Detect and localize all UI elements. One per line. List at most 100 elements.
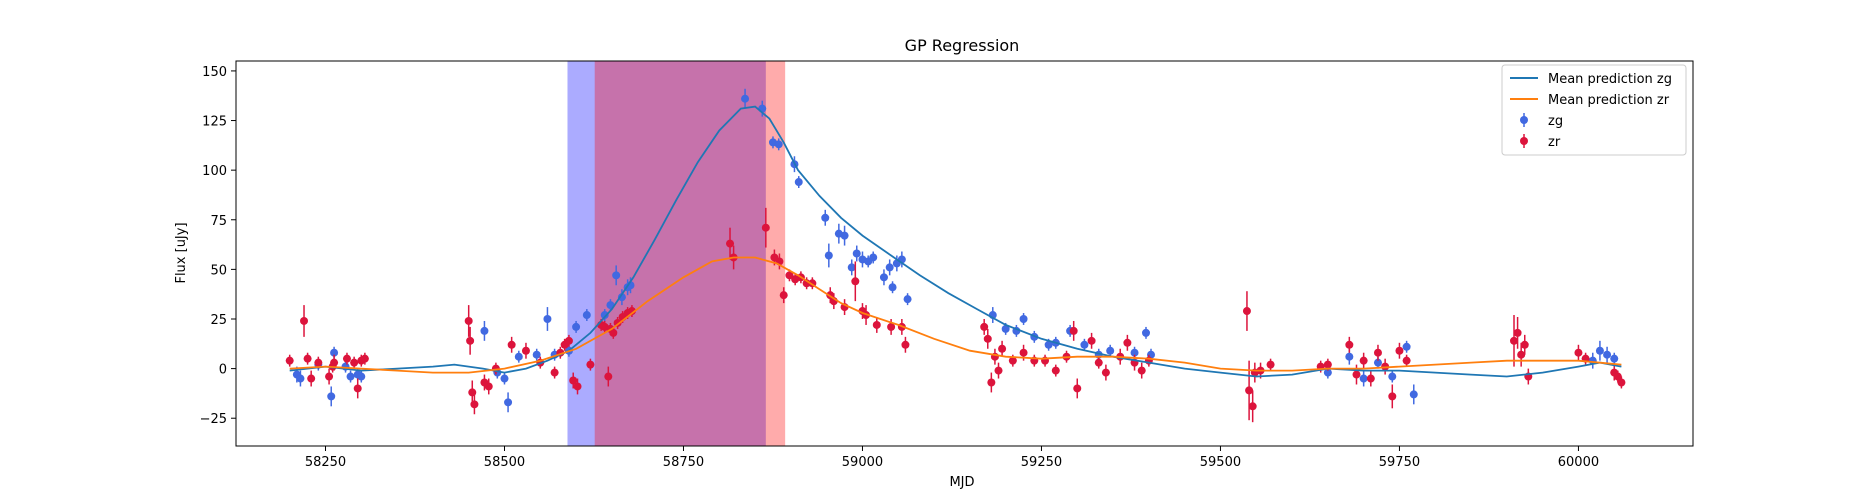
legend-label: Mean prediction zg <box>1548 72 1672 87</box>
data-point <box>1019 348 1028 357</box>
data-point <box>303 354 312 363</box>
data-point <box>1373 358 1382 367</box>
data-point <box>1245 386 1254 395</box>
legend: Mean prediction zg Mean prediction zr zg zr <box>1501 64 1687 156</box>
x-tick-label: 58250 <box>305 455 346 470</box>
legend-item: zr <box>1520 134 1561 150</box>
data-point <box>1595 346 1604 355</box>
data-point <box>887 322 896 331</box>
data-point <box>852 249 861 258</box>
data-point <box>330 358 339 367</box>
data-point <box>1248 402 1257 411</box>
data-point <box>1087 336 1096 345</box>
data-point <box>1130 348 1139 357</box>
data-point <box>466 336 475 345</box>
data-point <box>994 366 1003 375</box>
data-point <box>821 213 830 222</box>
data-point <box>1080 340 1089 349</box>
data-point <box>1510 336 1519 345</box>
y-tick-label: 25 <box>210 313 227 328</box>
data-point <box>1388 392 1397 401</box>
data-point <box>1051 366 1060 375</box>
data-point <box>1373 348 1382 357</box>
data-point <box>1101 368 1110 377</box>
legend-item: Mean prediction zg <box>1510 72 1672 87</box>
data-point <box>879 273 888 282</box>
shaded-region <box>567 61 766 446</box>
data-point <box>901 340 910 349</box>
data-point <box>847 263 856 272</box>
data-point <box>582 311 591 320</box>
data-point <box>1359 374 1368 383</box>
data-point <box>543 314 552 323</box>
y-tick-label: 75 <box>210 214 227 229</box>
x-tick-label: 59750 <box>1379 455 1420 470</box>
x-tick-label: 59500 <box>1200 455 1241 470</box>
data-point <box>325 372 334 381</box>
data-point <box>885 263 894 272</box>
data-point <box>869 253 878 262</box>
shaded-region <box>594 61 786 446</box>
data-point <box>500 374 509 383</box>
data-point <box>357 372 366 381</box>
legend-marker-swatch <box>1520 137 1528 145</box>
data-point <box>514 352 523 361</box>
data-point <box>307 374 316 383</box>
data-point <box>296 374 305 383</box>
data-point <box>824 251 833 260</box>
data-point <box>1266 360 1275 369</box>
y-tick-label: −25 <box>200 412 227 427</box>
data-point <box>1366 374 1375 383</box>
plot-frame <box>235 60 1694 447</box>
data-point <box>983 334 992 343</box>
data-point <box>617 293 626 302</box>
data-point <box>342 354 351 363</box>
data-point <box>1395 346 1404 355</box>
data-point <box>1610 354 1619 363</box>
series-zr <box>285 207 1626 423</box>
data-point <box>1345 340 1354 349</box>
data-point <box>840 231 849 240</box>
data-point <box>604 372 613 381</box>
data-point <box>1617 378 1626 387</box>
data-point <box>327 392 336 401</box>
data-point <box>1008 356 1017 365</box>
data-point <box>980 322 989 331</box>
data-points <box>285 88 1626 423</box>
data-point <box>360 354 369 363</box>
data-point <box>346 372 355 381</box>
data-point <box>774 140 783 149</box>
y-tick-label: 125 <box>202 115 227 130</box>
data-point <box>569 376 578 385</box>
y-axis: −25 0 25 50 75 100 125 150 <box>200 65 236 427</box>
data-point <box>1141 328 1150 337</box>
data-point <box>1520 340 1529 349</box>
data-point <box>1019 314 1028 323</box>
data-point <box>1094 358 1103 367</box>
y-tick-label: 150 <box>202 65 227 80</box>
data-point <box>872 320 881 329</box>
data-point <box>761 223 770 232</box>
data-point <box>1242 307 1251 316</box>
legend-marker-swatch <box>1520 116 1528 124</box>
data-point <box>1044 340 1053 349</box>
data-point <box>779 291 788 300</box>
data-point <box>504 398 513 407</box>
data-point <box>741 94 750 103</box>
data-point <box>726 239 735 248</box>
data-point <box>470 400 479 409</box>
data-point <box>285 356 294 365</box>
data-point <box>1352 370 1361 379</box>
legend-item: zg <box>1520 113 1563 129</box>
data-point <box>1402 342 1411 351</box>
legend-item: Mean prediction zr <box>1510 93 1670 108</box>
series-line <box>289 105 1622 378</box>
chart-title: GP Regression <box>905 36 1020 55</box>
data-point <box>1123 338 1132 347</box>
data-point <box>1069 326 1078 335</box>
data-point <box>484 382 493 391</box>
data-point <box>572 322 581 331</box>
legend-label: zg <box>1548 114 1563 129</box>
x-tick-label: 59000 <box>842 455 883 470</box>
